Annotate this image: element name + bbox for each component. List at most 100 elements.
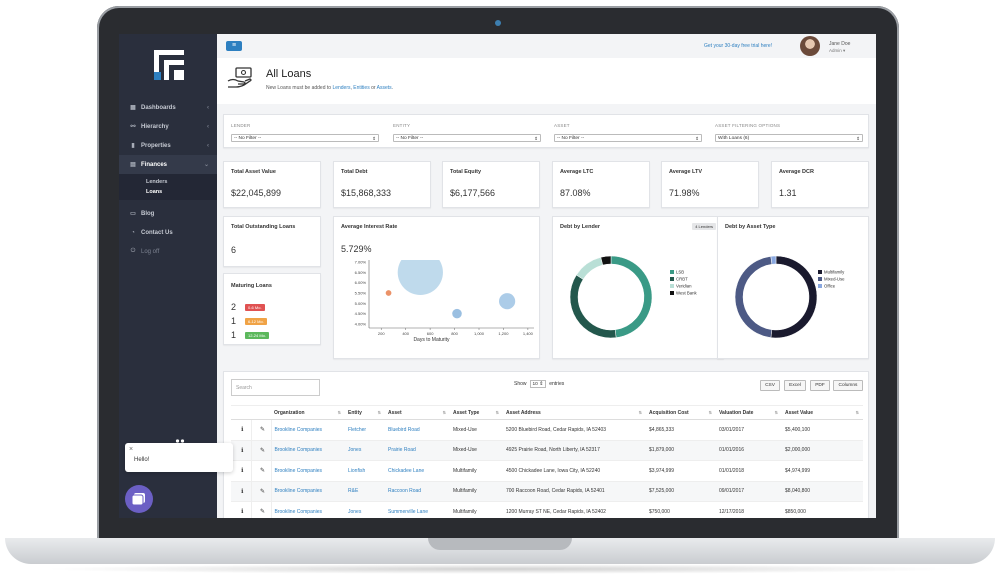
bubble-point[interactable] xyxy=(452,308,462,319)
cell-acquisition-cost: $1,879,000 xyxy=(646,440,716,461)
asset-filter-select[interactable]: -- No Filter -- ⇕ xyxy=(554,134,702,142)
assets-link[interactable]: Assets xyxy=(376,85,392,91)
legend-label: Office xyxy=(824,284,836,289)
cell-asset-address: 5200 Bluebird Road, Cedar Rapids, IA 524… xyxy=(503,419,646,441)
edit-icon[interactable]: ✎ xyxy=(251,481,272,502)
sidebar-item-properties[interactable]: ▮ Properties ‹ xyxy=(119,136,217,155)
bubble-point[interactable] xyxy=(499,293,516,310)
bubble-chart: 7.00% 6.50% 6.00% 5.50% 5.00% 4.50% 4.00% 200 40… xyxy=(355,258,534,343)
chevron-down-icon: ⌄ xyxy=(203,162,209,168)
search-input[interactable]: Search xyxy=(231,379,320,396)
cell-asset-address: 700 Raccoon Road, Cedar Rapids, IA 52401 xyxy=(503,481,646,502)
column-header-asset-value[interactable]: Asset Value ⇅ xyxy=(782,405,863,420)
info-icon[interactable]: ℹ xyxy=(231,501,252,518)
cell-valuation-date: 03/01/2017 xyxy=(716,419,782,441)
cell-entity[interactable]: Jones xyxy=(345,440,385,461)
sidebar-item-blog[interactable]: ▭ Blog xyxy=(119,204,217,223)
sort-icon: ⇅ xyxy=(708,410,712,415)
column-label: Organization xyxy=(274,409,305,416)
columns-button[interactable]: Columns xyxy=(833,380,863,391)
chat-greeting-bubble[interactable]: × Hello! xyxy=(125,443,233,472)
cell-asset[interactable]: Raccoon Road xyxy=(385,481,450,502)
sidebar-subitem-lenders[interactable]: Lenders xyxy=(146,179,168,185)
maturing-badge: 0-6 Mo. xyxy=(245,303,265,311)
column-header-entity[interactable]: Entity ⇅ xyxy=(345,405,385,420)
column-header-acquisition-cost[interactable]: Acquisition Cost ⇅ xyxy=(646,405,716,420)
sidebar-item-label: Hierarchy xyxy=(141,123,169,130)
cell-organization[interactable]: Brookline Companies xyxy=(271,419,345,441)
x-tick-label: 1,200 xyxy=(498,331,509,336)
donut-slice[interactable] xyxy=(576,256,604,280)
page-length-value: 10 xyxy=(532,382,538,387)
sidebar-item-logoff[interactable]: ⏻ Log off xyxy=(119,242,217,261)
column-header-valuation-date[interactable]: Valuation Date ⇅ xyxy=(716,405,782,420)
donut-slice[interactable] xyxy=(600,255,612,266)
info-icon[interactable]: ℹ xyxy=(231,419,252,441)
edit-icon[interactable]: ✎ xyxy=(251,440,272,461)
cell-organization[interactable]: Brookline Companies xyxy=(271,460,345,482)
column-header-asset-type[interactable]: Asset Type ⇅ xyxy=(450,405,503,420)
donut-slice[interactable] xyxy=(734,256,773,338)
sidebar-item-hierarchy[interactable]: ⚯ Hierarchy ‹ xyxy=(119,117,217,136)
chat-greeting-text: Hello! xyxy=(134,457,150,463)
avatar[interactable] xyxy=(800,36,820,56)
close-icon[interactable]: × xyxy=(129,446,134,453)
asset-options-label: ASSET FILTERING OPTIONS xyxy=(715,123,781,128)
chevron-left-icon: ‹ xyxy=(207,142,209,149)
cell-entity[interactable]: Fletcher xyxy=(345,419,385,441)
user-role-dropdown[interactable]: Admin ▾ xyxy=(829,48,846,53)
cell-asset[interactable]: Bluebird Road xyxy=(385,419,450,441)
x-tick-label: 200 xyxy=(378,331,385,336)
entity-filter-select[interactable]: -- No Filter -- ⇕ xyxy=(393,134,541,142)
sidebar-item-contact[interactable]: ◔ Contact Us xyxy=(119,223,217,242)
subtitle-text: New Loans must be added to xyxy=(266,85,333,91)
info-icon[interactable]: ℹ xyxy=(231,440,252,461)
cell-asset[interactable]: Prairie Road xyxy=(385,440,450,461)
sidebar-item-dashboards[interactable]: ▦ Dashboards ‹ xyxy=(119,98,217,117)
excel-button[interactable]: Excel xyxy=(784,380,806,391)
stat-card-average-dcr: Average DCR 1.31 xyxy=(771,161,869,208)
cell-organization[interactable]: Brookline Companies xyxy=(271,501,345,518)
entities-link[interactable]: Entities xyxy=(353,85,370,91)
lenders-link[interactable]: Lenders xyxy=(332,85,351,91)
chat-launcher-button[interactable] xyxy=(125,485,153,513)
cell-entity[interactable]: R&E xyxy=(345,481,385,502)
bubble-point[interactable] xyxy=(397,258,443,295)
cell-organization[interactable]: Brookline Companies xyxy=(271,440,345,461)
donut-slice[interactable] xyxy=(569,274,617,339)
asset-options-select[interactable]: With Loans (6) ⇕ xyxy=(715,134,863,142)
hamburger-menu-button[interactable]: ≡ xyxy=(226,41,242,51)
cell-entity[interactable]: Jones xyxy=(345,501,385,518)
bubble-point[interactable] xyxy=(385,290,392,296)
table-header-row: Organization ⇅ Entity ⇅ Asset ⇅ Asset Type ⇅… xyxy=(231,405,863,420)
hierarchy-icon: ⚯ xyxy=(130,124,136,130)
app-screen: ▦ Dashboards ‹ ⚯ Hierarchy ‹ ▮ Propertie… xyxy=(119,34,876,518)
csv-button[interactable]: CSV xyxy=(760,380,780,391)
cell-valuation-date: 01/01/2018 xyxy=(716,460,782,482)
stat-card-average-ltv: Average LTV 71.98% xyxy=(661,161,759,208)
lender-filter-select[interactable]: -- No Filter -- ⇕ xyxy=(231,134,379,142)
cell-asset[interactable]: Summerville Lane xyxy=(385,501,450,518)
column-header-asset-address[interactable]: Asset Address ⇅ xyxy=(503,405,646,420)
edit-icon[interactable]: ✎ xyxy=(251,501,272,518)
edit-icon[interactable]: ✎ xyxy=(251,419,272,441)
column-header-asset[interactable]: Asset ⇅ xyxy=(385,405,450,420)
donut-slice[interactable] xyxy=(770,255,777,265)
user-name[interactable]: Jane Doe xyxy=(829,41,851,47)
sidebar-subitem-loans[interactable]: Loans xyxy=(146,188,163,195)
edit-icon[interactable]: ✎ xyxy=(251,460,272,482)
info-icon[interactable]: ℹ xyxy=(231,460,252,482)
donut-slice[interactable] xyxy=(610,255,653,338)
free-trial-link[interactable]: Get your 30-day free trial here! xyxy=(704,43,773,49)
y-tick-label: 4.00% xyxy=(355,321,367,326)
cell-organization[interactable]: Brookline Companies xyxy=(271,481,345,502)
sidebar-item-finances[interactable]: ▤ Finances ⌄ xyxy=(119,155,217,174)
donut-slice[interactable] xyxy=(770,255,818,339)
cell-asset[interactable]: Chickadee Lane xyxy=(385,460,450,482)
cell-entity[interactable]: Lionfish xyxy=(345,460,385,482)
page-length-select[interactable]: 10 ⇕ xyxy=(529,380,547,388)
column-header-organization[interactable]: Organization ⇅ xyxy=(271,405,345,420)
column-label: Asset Type xyxy=(453,409,480,416)
info-icon[interactable]: ℹ xyxy=(231,481,252,502)
pdf-button[interactable]: PDF xyxy=(810,380,830,391)
